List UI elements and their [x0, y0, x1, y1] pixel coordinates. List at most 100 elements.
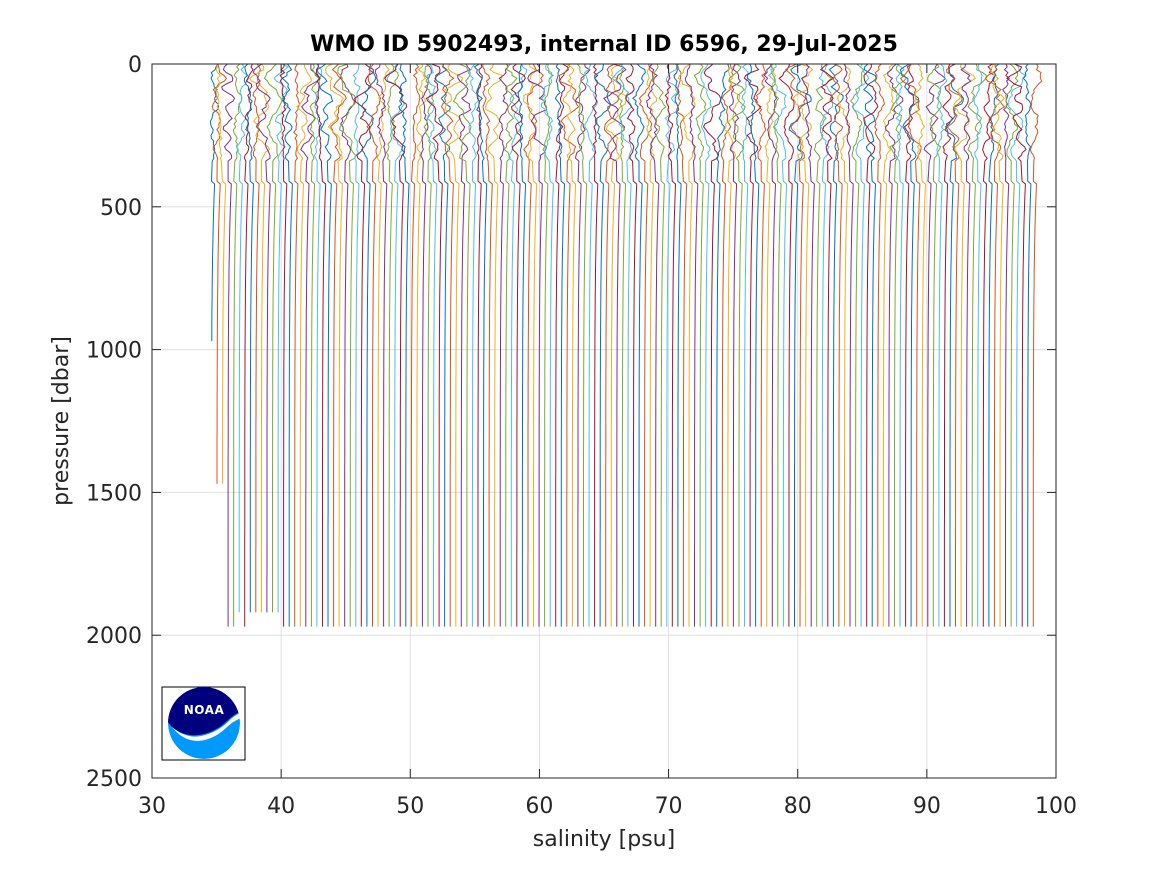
- logo-text: NOAA: [184, 703, 225, 717]
- profile-line: [315, 63, 327, 627]
- profile-line: [485, 63, 503, 627]
- y-tick-label: 1000: [86, 339, 142, 364]
- profile-line: [625, 63, 638, 627]
- x-axis-label: salinity [psu]: [533, 827, 675, 852]
- y-tick-label: 2000: [86, 624, 142, 649]
- profile-line: [252, 63, 271, 613]
- profile-line: [960, 63, 972, 627]
- profile-line: [420, 63, 432, 627]
- profile-line: [385, 63, 399, 627]
- profile-line: [923, 63, 946, 627]
- profile-line: [946, 63, 963, 627]
- profile-line: [632, 63, 646, 627]
- profile-line: [778, 63, 795, 627]
- profile-line: [591, 63, 599, 627]
- profile-line: [849, 63, 865, 627]
- profile-line: [936, 63, 948, 627]
- profile-line: [767, 63, 788, 627]
- profile-line: [522, 63, 538, 627]
- ticks: [151, 63, 1057, 779]
- profile-line: [300, 63, 320, 627]
- profile-line: [852, 63, 870, 627]
- profile-line: [527, 63, 548, 627]
- profile-line: [967, 63, 987, 627]
- profile-line: [498, 63, 509, 627]
- y-axis-label: pressure [dbar]: [49, 336, 74, 506]
- profile-line: [651, 63, 667, 627]
- profile-line: [603, 63, 620, 627]
- y-tick-label: 0: [128, 53, 142, 78]
- profile-line: [209, 63, 220, 341]
- profile-line: [249, 63, 271, 613]
- x-tick-label: 80: [784, 794, 812, 819]
- profile-line: [676, 63, 688, 627]
- profile-line: [562, 63, 577, 627]
- profile-line: [211, 63, 228, 484]
- profile-line: [236, 63, 250, 613]
- profile-line: [517, 63, 527, 627]
- profile-line: [740, 63, 749, 627]
- x-tick-label: 50: [396, 794, 424, 819]
- profile-line: [813, 63, 833, 627]
- profile-line: [339, 63, 355, 627]
- profile-line: [770, 63, 782, 627]
- profile-line: [829, 63, 844, 627]
- profile-line: [723, 63, 741, 627]
- chart-title: WMO ID 5902493, internal ID 6596, 29-Jul…: [310, 32, 898, 57]
- profile-line: [555, 63, 569, 627]
- axes-frame: [151, 63, 1057, 779]
- profile-line: [452, 63, 472, 627]
- profile-line: [874, 63, 885, 627]
- profile-line: [914, 63, 926, 627]
- profile-line: [763, 63, 778, 627]
- profile-line: [788, 63, 812, 627]
- profile-line: [882, 63, 895, 627]
- profile-line: [605, 63, 628, 627]
- profile-line: [329, 63, 347, 627]
- logo-gull: [172, 712, 240, 741]
- profile-line: [754, 63, 767, 627]
- profile-line: [684, 63, 699, 627]
- profile-line: [416, 63, 427, 627]
- profile-line: [554, 63, 566, 627]
- profile-line: [214, 63, 227, 484]
- profile-line: [444, 63, 464, 627]
- profile-line: [700, 63, 712, 627]
- profile-line: [467, 63, 480, 627]
- profile-line: [982, 63, 996, 627]
- profile-line: [1005, 63, 1019, 627]
- profile-line: [523, 63, 544, 627]
- profile-line: [440, 63, 455, 627]
- profile-line: [664, 63, 679, 627]
- profile-line: [279, 63, 288, 627]
- profile-line: [325, 63, 344, 627]
- profile-line: [360, 63, 377, 627]
- profile-line: [296, 63, 312, 627]
- profile-line: [542, 63, 554, 627]
- profile-line: [473, 63, 488, 627]
- profile-line: [819, 63, 835, 627]
- profile-line: [973, 63, 983, 627]
- x-tick-label: 60: [525, 794, 553, 819]
- profile-line: [558, 63, 580, 627]
- profile-line: [618, 63, 627, 627]
- profile-line: [508, 63, 528, 627]
- profile-line: [863, 63, 877, 627]
- profile-line: [1022, 63, 1032, 627]
- profile-line: [273, 63, 289, 613]
- profile-line: [354, 63, 374, 627]
- profile-line: [673, 63, 682, 627]
- profile-line: [784, 63, 807, 627]
- profile-line: [801, 63, 815, 627]
- profile-line: [715, 63, 730, 627]
- profile-line: [576, 63, 588, 627]
- logo-sky: [168, 687, 240, 736]
- profile-line: [281, 63, 293, 627]
- profile-line: [457, 63, 472, 627]
- profile-line: [746, 63, 760, 627]
- profile-line: [728, 63, 746, 627]
- logo-emblem: [168, 687, 240, 759]
- profile-line: [366, 63, 382, 627]
- profile-line: [863, 63, 879, 627]
